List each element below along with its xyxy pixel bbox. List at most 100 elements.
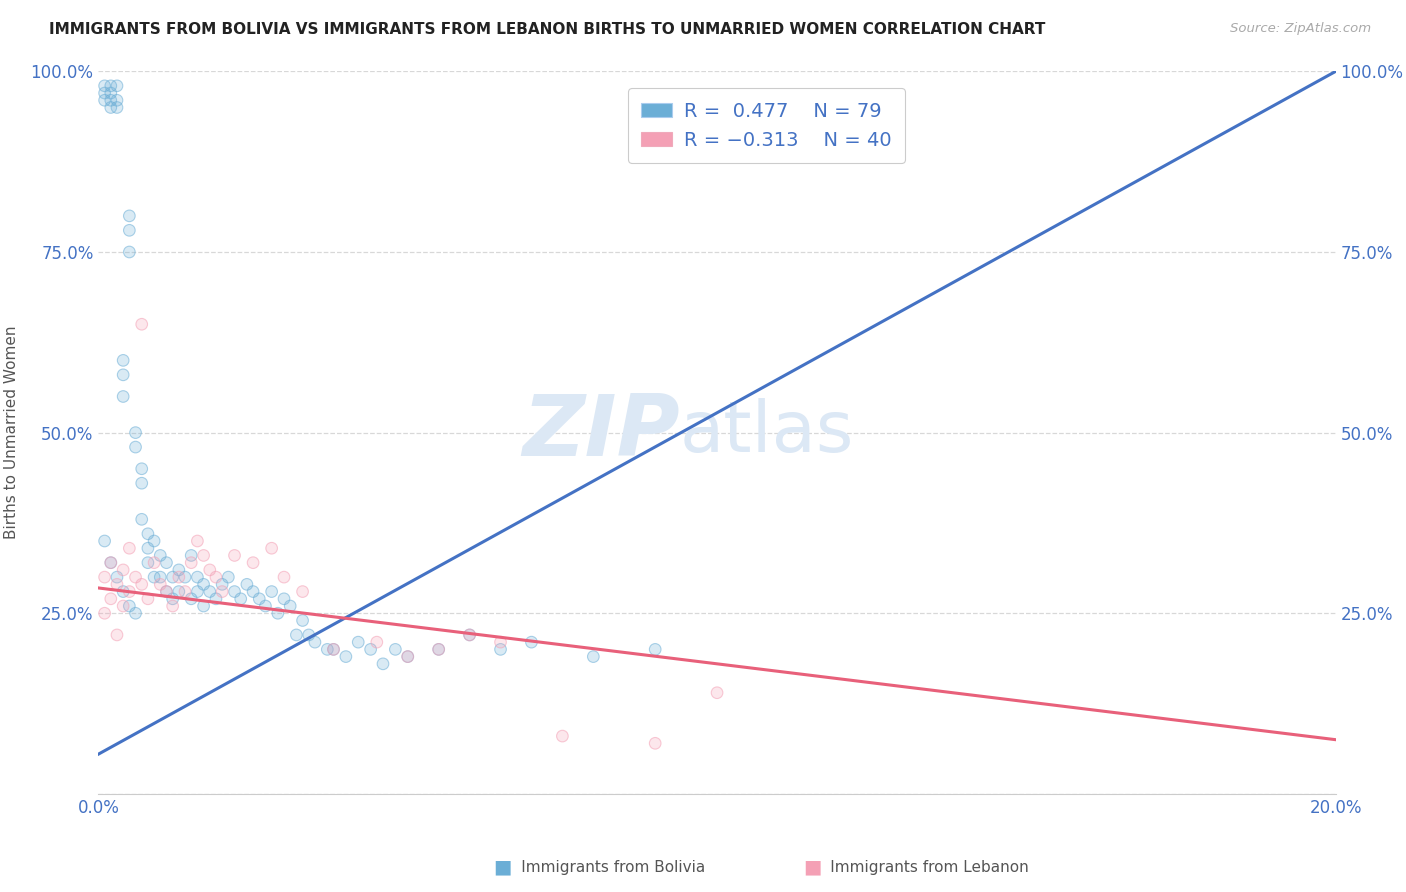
Point xyxy=(105,78,128,93)
Point xyxy=(278,599,301,613)
Point xyxy=(247,591,270,606)
Point xyxy=(131,318,153,332)
Point xyxy=(242,584,264,599)
Point xyxy=(186,584,208,599)
Point xyxy=(582,649,605,664)
Point xyxy=(105,628,128,642)
Point xyxy=(105,93,128,107)
Point xyxy=(131,512,153,526)
Point xyxy=(186,584,208,599)
Point xyxy=(267,607,290,621)
Point xyxy=(131,318,153,332)
Point xyxy=(186,570,208,584)
Point xyxy=(180,591,202,606)
Point xyxy=(347,635,370,649)
Point xyxy=(236,577,259,591)
Point xyxy=(180,549,202,563)
Text: IMMIGRANTS FROM BOLIVIA VS IMMIGRANTS FROM LEBANON BIRTHS TO UNMARRIED WOMEN COR: IMMIGRANTS FROM BOLIVIA VS IMMIGRANTS FR… xyxy=(49,22,1046,37)
Point xyxy=(131,476,153,491)
Point xyxy=(322,642,344,657)
Point xyxy=(193,599,215,613)
Point xyxy=(427,642,450,657)
Point xyxy=(335,649,357,664)
Point xyxy=(260,541,283,556)
Point xyxy=(167,570,190,584)
Point xyxy=(131,577,153,591)
Point xyxy=(93,78,115,93)
Point xyxy=(105,577,128,591)
Point xyxy=(278,599,301,613)
Point xyxy=(149,577,172,591)
Point xyxy=(136,526,159,541)
Point xyxy=(186,533,208,548)
Point xyxy=(100,591,122,606)
Point xyxy=(112,353,135,368)
Point xyxy=(112,368,135,382)
Point xyxy=(93,533,115,548)
Point xyxy=(273,570,295,584)
Point xyxy=(371,657,394,671)
Point xyxy=(100,556,122,570)
Point xyxy=(260,584,283,599)
Point xyxy=(174,584,197,599)
Point xyxy=(93,93,115,107)
Point xyxy=(260,584,283,599)
Point xyxy=(217,570,239,584)
Point xyxy=(224,549,246,563)
Point xyxy=(93,93,115,107)
Point xyxy=(162,599,184,613)
Text: Immigrants from Lebanon: Immigrants from Lebanon xyxy=(801,860,1029,874)
Point xyxy=(273,570,295,584)
Point xyxy=(167,584,190,599)
Legend: R =  0.477    N = 79, R = −0.313    N = 40: R = 0.477 N = 79, R = −0.313 N = 40 xyxy=(627,88,905,163)
Point xyxy=(118,541,141,556)
Point xyxy=(118,244,141,259)
Point xyxy=(118,223,141,237)
Point xyxy=(644,736,666,750)
Point xyxy=(247,591,270,606)
Point xyxy=(167,563,190,577)
Point xyxy=(100,86,122,100)
Point xyxy=(118,599,141,613)
Point xyxy=(458,628,481,642)
Point xyxy=(644,736,666,750)
Point xyxy=(143,533,166,548)
Text: Immigrants from Bolivia: Immigrants from Bolivia xyxy=(492,860,706,874)
Point xyxy=(384,642,406,657)
Point xyxy=(118,584,141,599)
Point xyxy=(458,628,481,642)
Point xyxy=(396,649,419,664)
Point xyxy=(254,599,277,613)
Point xyxy=(100,101,122,115)
Point xyxy=(186,533,208,548)
Point xyxy=(371,657,394,671)
Point xyxy=(236,577,259,591)
Point xyxy=(105,570,128,584)
Point xyxy=(167,563,190,577)
Point xyxy=(162,599,184,613)
Point xyxy=(100,101,122,115)
Point xyxy=(100,556,122,570)
Point xyxy=(396,649,419,664)
Point xyxy=(706,686,728,700)
Point xyxy=(100,556,122,570)
Point xyxy=(124,440,146,454)
Point xyxy=(112,599,135,613)
Point xyxy=(174,584,197,599)
Y-axis label: Births to Unmarried Women: Births to Unmarried Women xyxy=(4,326,20,540)
Point xyxy=(124,607,146,621)
Point xyxy=(124,607,146,621)
Point xyxy=(131,577,153,591)
Point xyxy=(229,591,252,606)
Point xyxy=(162,570,184,584)
Point xyxy=(112,563,135,577)
Point xyxy=(149,570,172,584)
Point xyxy=(93,607,115,621)
Point xyxy=(143,570,166,584)
Point xyxy=(155,556,177,570)
Point xyxy=(224,584,246,599)
Point xyxy=(198,563,221,577)
Point xyxy=(193,577,215,591)
Point xyxy=(136,591,159,606)
Point xyxy=(273,591,295,606)
